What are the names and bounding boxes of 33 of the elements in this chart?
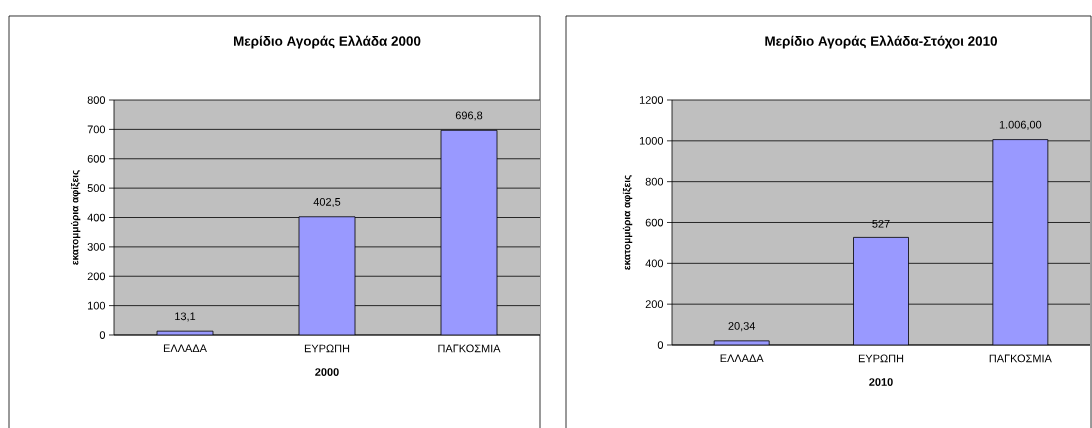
y-tick-label: 200 <box>87 272 106 281</box>
x-axis-title: 2010 <box>869 378 893 386</box>
data-label: 13,1 <box>175 312 196 322</box>
y-tick-label: 400 <box>87 213 106 222</box>
y-tick-label: 0 <box>99 331 106 339</box>
y-tick-label: 200 <box>645 300 664 309</box>
x-tick-label: ΕΛΛΑΔΑ <box>720 354 764 363</box>
y-tick-label: 700 <box>87 125 106 134</box>
y-tick-label: 1000 <box>639 136 664 145</box>
data-label: 402,5 <box>313 198 341 208</box>
y-tick-label: 600 <box>645 218 664 227</box>
x-tick-label: ΕΥΡΩΠΗ <box>858 354 904 363</box>
y-axis-title: εκατομμύρια αφίξεις <box>70 170 81 265</box>
data-label: 1.006,00 <box>999 120 1042 130</box>
y-tick-label: 0 <box>657 341 664 349</box>
y-axis-title: εκατομμύρια αφίξεις <box>622 175 633 270</box>
x-axis-title: 2000 <box>315 368 339 376</box>
x-tick-label: ΕΥΡΩΠΗ <box>304 344 350 353</box>
y-tick-label: 800 <box>87 96 106 104</box>
x-tick-label: ΠΑΓΚΟΣΜΙΑ <box>438 344 501 353</box>
y-tick-label: 1200 <box>639 96 664 104</box>
data-label: 696,8 <box>455 111 483 121</box>
y-tick-label: 100 <box>88 301 106 310</box>
y-tick-label: 400 <box>645 259 664 268</box>
y-tick-label: 800 <box>645 177 664 186</box>
x-tick-label: ΠΑΓΚΟΣΜΙΑ <box>989 354 1052 363</box>
y-tick-label: 500 <box>87 184 106 193</box>
data-label: 20,34 <box>728 322 756 332</box>
chart-title: Μερίδιο Αγοράς Ελλάδα 2000 <box>233 35 421 49</box>
y-tick-label: 600 <box>87 154 106 163</box>
y-tick-label: 300 <box>87 243 106 251</box>
x-tick-label: ΕΛΛΑΔΑ <box>163 344 207 353</box>
chart-title: Μερίδιο Αγοράς Ελλάδα-Στόχοι 2010 <box>765 35 998 49</box>
